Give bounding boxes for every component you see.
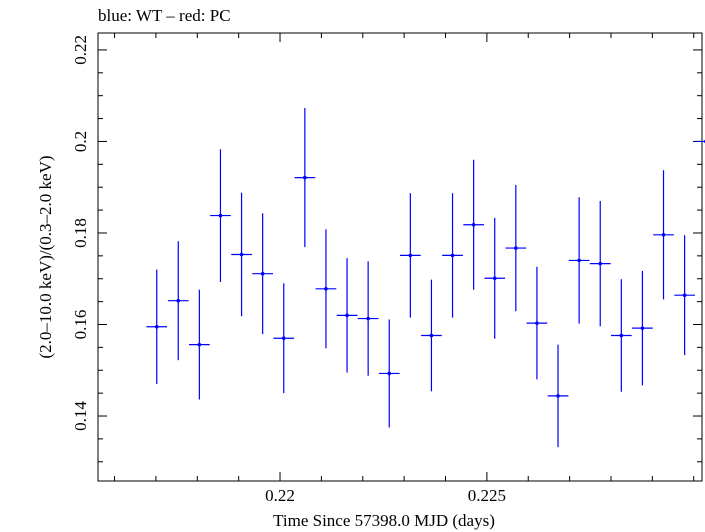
data-point: [442, 193, 463, 318]
y-tick-label: 0.2: [71, 131, 90, 152]
y-tick-label: 0.22: [71, 35, 90, 65]
point-marker: [260, 271, 265, 276]
point-marker: [239, 252, 244, 257]
point-marker: [598, 261, 603, 266]
y-axis-label: (2.0–10.0 keV)/(0.3–2.0 keV): [36, 155, 55, 358]
data-point: [653, 170, 674, 300]
data-points: [146, 108, 705, 448]
point-marker: [619, 333, 624, 338]
x-tick-label: 0.22: [265, 486, 295, 505]
y-tick-label: 0.18: [71, 218, 90, 248]
point-marker: [218, 213, 223, 218]
point-marker: [281, 336, 286, 341]
x-tick-label: 0.225: [468, 486, 506, 505]
data-point: [526, 266, 548, 380]
data-point: [231, 192, 252, 317]
point-marker: [514, 246, 518, 250]
data-point: [632, 270, 653, 386]
data-point: [610, 279, 632, 392]
data-point: [378, 319, 400, 428]
point-marker: [408, 253, 413, 258]
data-point: [674, 235, 695, 356]
point-marker: [640, 326, 645, 330]
point-marker: [450, 253, 455, 258]
data-point: [189, 289, 210, 400]
point-marker: [429, 333, 434, 338]
point-marker: [154, 324, 159, 329]
x-axis-label: Time Since 57398.0 MJD (days): [273, 511, 495, 530]
data-point: [589, 200, 611, 327]
point-marker: [556, 394, 560, 398]
point-marker: [345, 313, 349, 318]
data-point: [484, 217, 506, 339]
data-point: [400, 193, 421, 318]
axis-ticks: 0.22 0.225 0.14 0.16 0.18 0.2 0.22: [71, 33, 702, 505]
point-marker: [682, 293, 687, 298]
data-point: [463, 159, 484, 290]
data-point: [568, 197, 590, 324]
plot-frame: [97, 32, 703, 482]
data-point: [252, 213, 273, 335]
data-point: [336, 258, 358, 373]
data-point: [505, 184, 527, 312]
point-marker: [492, 276, 497, 281]
point-marker: [471, 222, 476, 227]
data-point: [294, 108, 316, 248]
data-point: [210, 149, 231, 282]
data-point: [315, 229, 337, 349]
data-point: [146, 269, 168, 384]
y-tick-label: 0.14: [71, 401, 90, 431]
point-marker: [535, 321, 539, 325]
point-marker: [366, 316, 370, 321]
data-point: [167, 241, 189, 361]
y-tick-label: 0.16: [71, 310, 90, 340]
point-marker: [387, 371, 392, 376]
point-marker: [577, 258, 581, 263]
point-marker: [176, 298, 181, 303]
point-marker: [303, 175, 307, 180]
point-marker: [324, 287, 328, 291]
data-point: [421, 279, 442, 392]
data-point: [695, 139, 705, 144]
chart-title: blue: WT – red: PC: [98, 6, 231, 25]
point-marker: [661, 233, 666, 237]
data-point: [273, 283, 295, 394]
data-point: [547, 344, 569, 448]
data-point: [357, 261, 379, 376]
point-marker: [197, 342, 202, 347]
